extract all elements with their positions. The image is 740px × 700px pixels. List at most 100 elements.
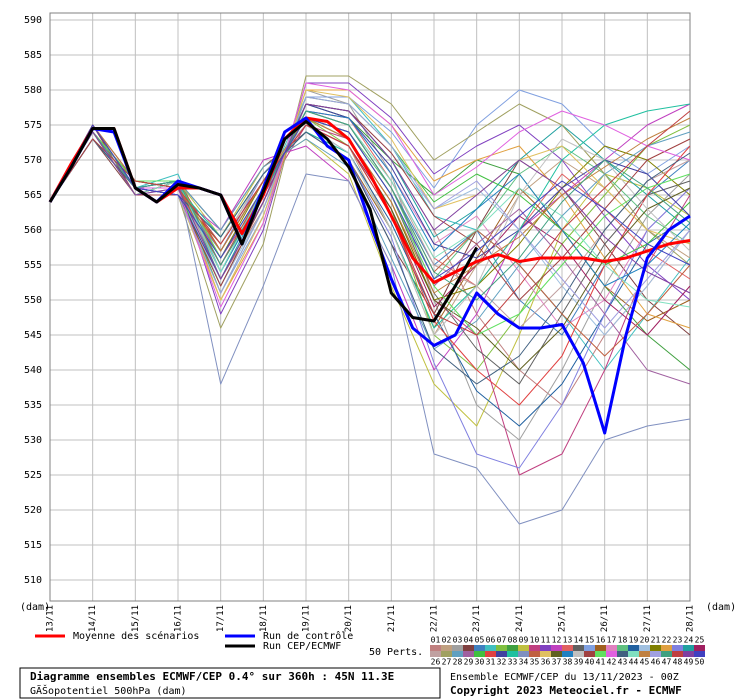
y-tick-label: 525 [24, 470, 42, 481]
y-label-right: (dam) [706, 602, 736, 613]
legend-swatch [650, 651, 661, 657]
legend-swatch [573, 651, 584, 657]
legend-label: 03 [453, 636, 463, 645]
source: Ensemble ECMWF/CEP du 13/11/2023 - 00Z [450, 672, 679, 683]
y-tick-label: 575 [24, 120, 42, 131]
legend-label: 06 [486, 636, 496, 645]
perturbation-line [49, 103, 691, 301]
perturbation-line [49, 117, 691, 280]
legend-swatch [672, 651, 683, 657]
legend-label: 15 [585, 636, 595, 645]
x-tick-label: 16/11 [174, 605, 184, 632]
y-tick-label: 560 [24, 225, 42, 236]
legend-label: 47 [662, 658, 672, 667]
legend-swatch [540, 645, 551, 651]
legend-label: 14 [574, 636, 584, 645]
legend-swatch [595, 645, 606, 651]
legend-swatch [562, 651, 573, 657]
x-tick-label: 24/11 [515, 605, 525, 632]
legend-label: 10 [530, 636, 540, 645]
legend-swatch [496, 651, 507, 657]
main-line [48, 120, 479, 323]
legend-swatch [485, 645, 496, 651]
legend-swatch [452, 651, 463, 657]
legend-label: 32 [497, 658, 507, 667]
chart-title: Diagramme ensembles ECMWF/CEP 0.4° sur 3… [30, 670, 394, 683]
legend-swatch [694, 651, 705, 657]
legend-swatch [573, 645, 584, 651]
legend-label: 21 [651, 636, 661, 645]
legend-label: 39 [574, 658, 584, 667]
legend-swatch [463, 651, 474, 657]
x-tick-label: 28/11 [686, 605, 696, 632]
y-label-left: (dam) [20, 602, 50, 613]
legend-swatch [430, 645, 441, 651]
legend-swatch [694, 645, 705, 651]
x-tick-label: 25/11 [558, 605, 568, 632]
y-tick-label: 580 [24, 85, 42, 96]
x-tick-label: 17/11 [216, 605, 226, 632]
x-tick-label: 21/11 [387, 605, 397, 632]
legend-swatch [529, 645, 540, 651]
legend-label: 25 [695, 636, 705, 645]
copyright: Copyright 2023 Meteociel.fr - ECMWF [450, 684, 682, 697]
legend-label: 11 [541, 636, 551, 645]
legend-swatch [617, 651, 628, 657]
y-tick-label: 550 [24, 295, 42, 306]
legend-swatch [683, 645, 694, 651]
legend-swatch [463, 645, 474, 651]
legend-swatch [551, 651, 562, 657]
legend-swatch [540, 651, 551, 657]
legend-swatch [562, 645, 573, 651]
legend-label: 04 [464, 636, 474, 645]
legend-swatch [452, 645, 463, 651]
legend-label: 44 [629, 658, 639, 667]
legend-swatch [595, 651, 606, 657]
legend-label: 43 [618, 658, 628, 667]
y-tick-label: 565 [24, 190, 42, 201]
legend-label: 02 [442, 636, 452, 645]
legend-label: 20 [640, 636, 650, 645]
legend-label: 27 [442, 658, 452, 667]
y-tick-label: 590 [24, 15, 42, 26]
legend-label: 28 [453, 658, 463, 667]
perturbations-label: 50 Perts. [369, 647, 423, 658]
x-tick-label: 20/11 [344, 605, 354, 632]
legend-label: 31 [486, 658, 496, 667]
legend-swatch [474, 651, 485, 657]
legend-swatch [529, 651, 540, 657]
legend-label: 29 [464, 658, 474, 667]
y-tick-label: 530 [24, 435, 42, 446]
legend-swatch [518, 645, 529, 651]
legend-label: 35 [530, 658, 540, 667]
x-tick-label: 23/11 [472, 605, 482, 632]
legend-swatch [606, 645, 617, 651]
legend-swatch [551, 645, 562, 651]
legend-swatch [474, 645, 485, 651]
legend-swatch [518, 651, 529, 657]
legend-label: 23 [673, 636, 683, 645]
y-tick-label: 545 [24, 330, 42, 341]
legend-label: 50 [695, 658, 705, 667]
legend-swatch [430, 651, 441, 657]
x-tick-label: 18/11 [259, 605, 269, 632]
x-tick-label: 27/11 [643, 605, 653, 632]
legend-label: 13 [563, 636, 573, 645]
legend-swatch [628, 651, 639, 657]
legend-label: 01 [431, 636, 441, 645]
legend-label: 18 [618, 636, 628, 645]
legend-swatch [672, 645, 683, 651]
legend-label: 46 [651, 658, 661, 667]
legend-swatch [683, 651, 694, 657]
legend-label: Run CEP/ECMWF [263, 641, 341, 652]
legend-label: 07 [497, 636, 507, 645]
title-box [19, 667, 441, 699]
legend-label: Run de contrôle [263, 630, 353, 642]
legend-swatch [650, 645, 661, 651]
chart-subtitle: GÃŠopotentiel 500hPa (dam) [30, 684, 187, 697]
y-tick-label: 555 [24, 260, 42, 271]
x-tick-label: 26/11 [600, 605, 610, 632]
x-tick-label: 14/11 [88, 605, 98, 632]
perturbation-line [49, 110, 691, 308]
